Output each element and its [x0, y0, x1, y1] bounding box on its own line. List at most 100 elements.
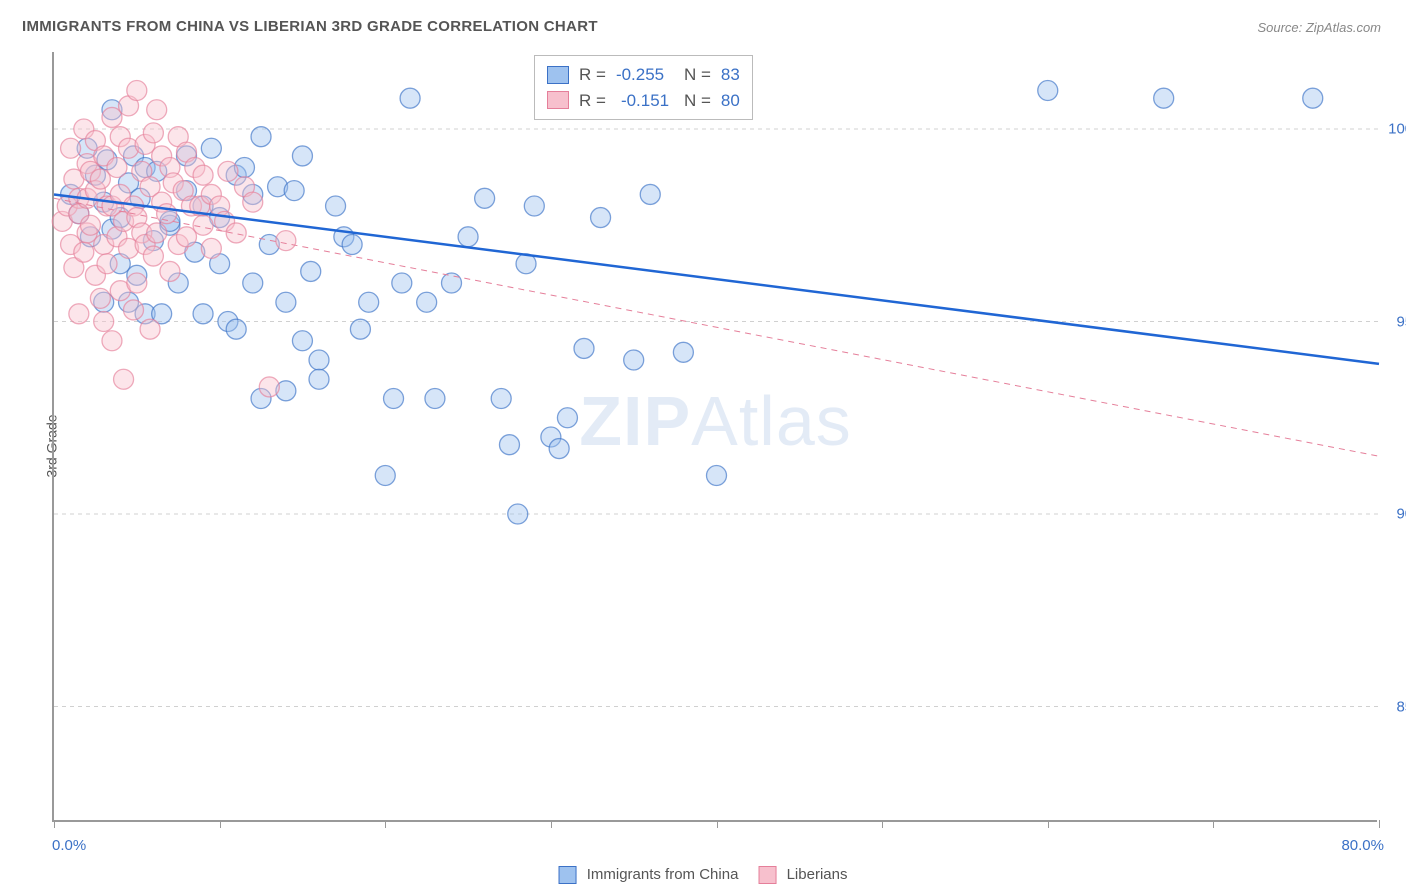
scatter-point [107, 158, 127, 178]
scatter-point [442, 273, 462, 293]
scatter-point [417, 292, 437, 312]
scatter-point [102, 331, 122, 351]
scatter-point [301, 261, 321, 281]
corr-swatch-1 [547, 91, 569, 109]
y-tick-label: 85.0% [1396, 698, 1406, 715]
legend: Immigrants from China Liberians [559, 866, 848, 884]
scatter-point [143, 246, 163, 266]
scatter-point [384, 389, 404, 409]
scatter-point [458, 227, 478, 247]
scatter-point [309, 369, 329, 389]
scatter-point [127, 81, 147, 101]
scatter-point [574, 338, 594, 358]
x-tick [551, 820, 552, 828]
scatter-point [491, 389, 511, 409]
scatter-point [114, 369, 134, 389]
scatter-point [147, 223, 167, 243]
legend-label-1: Liberians [787, 866, 848, 883]
scatter-point [375, 466, 395, 486]
scatter-point [284, 181, 304, 201]
corr-r-1: -0.151 [616, 88, 674, 114]
scatter-point [309, 350, 329, 370]
scatter-point [292, 331, 312, 351]
corr-r-label-1: R = [579, 88, 606, 114]
x-tick [54, 820, 55, 828]
scatter-point [673, 342, 693, 362]
corr-n-label-0: N = [684, 62, 711, 88]
x-min-label: 0.0% [52, 837, 86, 854]
scatter-point [392, 273, 412, 293]
y-tick-label: 90.0% [1396, 506, 1406, 523]
scatter-point [400, 88, 420, 108]
corr-row-1: R = -0.151 N = 80 [547, 88, 740, 114]
scatter-point [251, 127, 271, 147]
correlation-box: R = -0.255 N = 83 R = -0.151 N = 80 [534, 55, 753, 120]
x-tick [1213, 820, 1214, 828]
chart-container: IMMIGRANTS FROM CHINA VS LIBERIAN 3RD GR… [0, 0, 1406, 892]
scatter-point [97, 254, 117, 274]
scatter-point [193, 304, 213, 324]
x-tick [220, 820, 221, 828]
scatter-point [425, 389, 445, 409]
x-tick [1048, 820, 1049, 828]
x-tick [1379, 820, 1380, 828]
x-tick [385, 820, 386, 828]
scatter-point [359, 292, 379, 312]
plot-area: ZIPAtlas 85.0%90.0%95.0%100.0% R = -0.25… [52, 52, 1377, 822]
scatter-point [276, 231, 296, 251]
corr-n-label-1: N = [684, 88, 711, 114]
scatter-point [243, 192, 263, 212]
y-tick-label: 100.0% [1388, 121, 1406, 138]
legend-swatch-0 [559, 866, 577, 884]
scatter-point [475, 188, 495, 208]
scatter-point [127, 273, 147, 293]
corr-row-0: R = -0.255 N = 83 [547, 62, 740, 88]
scatter-point [508, 504, 528, 524]
legend-swatch-1 [758, 866, 776, 884]
scatter-point [160, 261, 180, 281]
scatter-svg [54, 52, 1377, 820]
x-max-label: 80.0% [1341, 837, 1384, 854]
corr-swatch-0 [547, 66, 569, 84]
scatter-point [342, 235, 362, 255]
scatter-point [69, 304, 89, 324]
scatter-point [74, 242, 94, 262]
scatter-point [549, 439, 569, 459]
scatter-point [147, 100, 167, 120]
scatter-point [201, 138, 221, 158]
x-tick [717, 820, 718, 828]
scatter-point [1303, 88, 1323, 108]
y-tick-label: 95.0% [1396, 313, 1406, 330]
scatter-point [524, 196, 544, 216]
scatter-point [499, 435, 519, 455]
scatter-point [193, 165, 213, 185]
scatter-point [201, 238, 221, 258]
scatter-point [90, 288, 110, 308]
source-label: Source: ZipAtlas.com [1257, 20, 1381, 35]
legend-item-0: Immigrants from China [559, 866, 739, 884]
scatter-point [624, 350, 644, 370]
scatter-point [226, 319, 246, 339]
x-tick [882, 820, 883, 828]
corr-r-0: -0.255 [616, 62, 674, 88]
scatter-point [143, 123, 163, 143]
corr-n-0: 83 [721, 62, 740, 88]
scatter-point [350, 319, 370, 339]
scatter-point [80, 215, 100, 235]
scatter-point [557, 408, 577, 428]
scatter-point [259, 377, 279, 397]
corr-r-label-0: R = [579, 62, 606, 88]
scatter-point [218, 161, 238, 181]
scatter-point [61, 138, 81, 158]
scatter-point [1038, 81, 1058, 101]
legend-label-0: Immigrants from China [587, 866, 739, 883]
legend-item-1: Liberians [758, 866, 847, 884]
scatter-point [140, 319, 160, 339]
trend-line [54, 198, 1379, 456]
scatter-point [226, 223, 246, 243]
corr-n-1: 80 [721, 88, 740, 114]
chart-title: IMMIGRANTS FROM CHINA VS LIBERIAN 3RD GR… [22, 18, 598, 35]
scatter-point [640, 184, 660, 204]
scatter-point [124, 300, 144, 320]
scatter-point [1154, 88, 1174, 108]
